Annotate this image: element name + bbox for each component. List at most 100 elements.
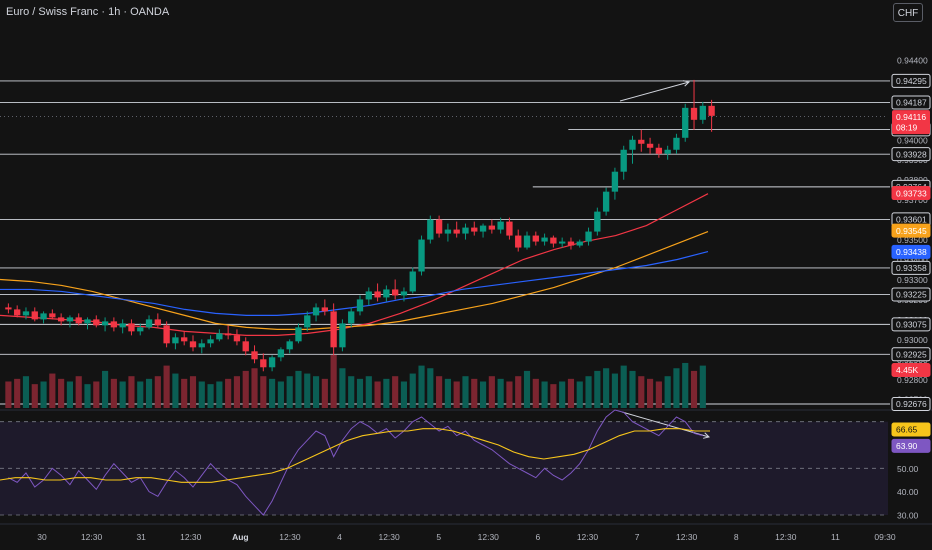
volume-bar (67, 382, 73, 409)
volume-bar (533, 379, 539, 408)
time-tick-label: 09:30 (874, 532, 896, 542)
candle-body (32, 311, 38, 319)
volume-bar (471, 379, 477, 408)
horizontal-levels[interactable] (0, 81, 890, 404)
candle-body (480, 226, 486, 232)
candle-body (374, 291, 380, 297)
volume-bar (128, 376, 134, 408)
volume-bar (251, 368, 257, 408)
time-tick-label: 31 (136, 532, 146, 542)
volume-bar (287, 376, 293, 408)
volume-bar (331, 355, 337, 408)
volume-bar (190, 376, 196, 408)
time-tick-label: 12:30 (775, 532, 797, 542)
countdown-badge: 08:19 (896, 123, 918, 133)
rsi-badge: 63.90 (896, 441, 918, 451)
volume-bar (243, 371, 249, 408)
volume-bar (418, 366, 424, 408)
candle-body (603, 192, 609, 212)
level-label: 0.93928 (896, 149, 927, 159)
level-label: 0.93358 (896, 263, 927, 273)
volume-bar (199, 382, 205, 409)
candle-body (339, 323, 345, 347)
volume-bar (489, 376, 495, 408)
candle-body (278, 349, 284, 357)
ma-badge: 0.93733 (896, 188, 927, 198)
candle-body (515, 236, 521, 248)
time-tick-label: Aug (232, 532, 249, 542)
candle-body (225, 333, 231, 335)
volume-bar (225, 379, 231, 408)
volume-bar (524, 371, 530, 408)
volume-bar (120, 382, 126, 409)
candle-body (691, 108, 697, 120)
candle-body (269, 357, 275, 367)
level-label: 0.92676 (896, 399, 927, 409)
rsi-tick-label: 30.00 (897, 511, 919, 521)
volume-bar (366, 376, 372, 408)
volume-bar (682, 363, 688, 408)
candle-body (594, 212, 600, 232)
volume-bar (304, 374, 310, 408)
candle-body (111, 321, 117, 327)
candle-body (102, 321, 108, 325)
candle-body (524, 236, 530, 248)
volume-bar (164, 366, 170, 408)
candle-body (550, 238, 556, 244)
volume-bar (673, 368, 679, 408)
candle-body (682, 108, 688, 138)
volume-bar (216, 382, 222, 409)
volume-bar (462, 376, 468, 408)
rsi-pane-background (0, 410, 932, 515)
candle-body (67, 317, 73, 321)
candle-body (664, 150, 670, 154)
currency-button[interactable]: CHF (893, 3, 923, 22)
volume-bar (49, 374, 55, 408)
candle-body (497, 222, 503, 230)
volume-bar (14, 379, 20, 408)
candle-body (172, 337, 178, 343)
volume-bar (568, 379, 574, 408)
candle-body (708, 106, 714, 116)
volume-bar (647, 379, 653, 408)
volume-bar (656, 382, 662, 409)
volume-bar (621, 366, 627, 408)
volume-bar (155, 376, 161, 408)
time-tick-label: 12:30 (81, 532, 103, 542)
time-tick-label: 30 (37, 532, 47, 542)
ma-badge: 0.93438 (896, 247, 927, 257)
candle-body (207, 339, 213, 343)
volume-bar (454, 382, 460, 409)
candle-body (93, 319, 99, 325)
volume-bar (207, 384, 213, 408)
candle-body (348, 311, 354, 323)
candle-body (120, 323, 126, 327)
volume-bar (383, 379, 389, 408)
volume-bar (146, 379, 152, 408)
candle-body (418, 240, 424, 272)
candle-body (58, 317, 64, 321)
candle-body (251, 351, 257, 359)
candle-body (84, 319, 90, 323)
candle-body (23, 311, 29, 315)
volume-bar (137, 382, 143, 409)
candle-body (410, 271, 416, 291)
time-tick-label: 12:30 (180, 532, 202, 542)
candle-body (366, 291, 372, 299)
volume-bar (401, 382, 407, 409)
volume-bar (559, 382, 565, 409)
volume-bar (506, 382, 512, 409)
time-axis[interactable]: 30 12:30 31 12:30 Aug 12:30 4 12:30 5 12:30 6 12:30… (0, 524, 932, 542)
candle-body (146, 319, 152, 327)
volume-bar (5, 382, 11, 409)
price-tick-label: 0.93300 (897, 275, 928, 285)
volume-bar (172, 374, 178, 408)
volume-bars (5, 355, 706, 408)
level-label: 0.92925 (896, 350, 927, 360)
candle-body (260, 359, 266, 367)
volume-bar (295, 371, 301, 408)
volume-bar (594, 371, 600, 408)
level-label: 0.94187 (896, 98, 927, 108)
candle-body (5, 307, 11, 309)
